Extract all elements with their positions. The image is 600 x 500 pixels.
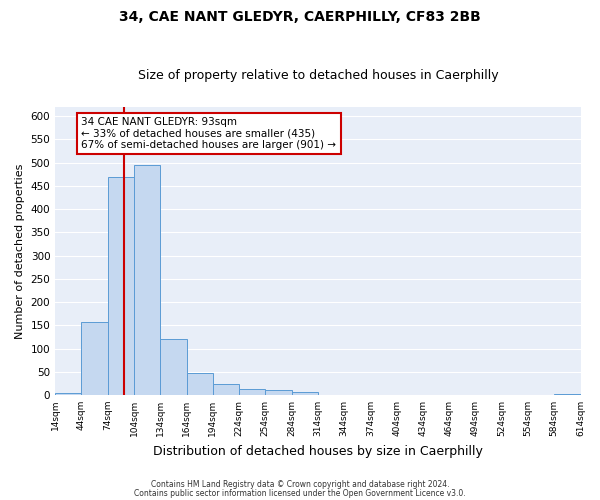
Bar: [134, 165, 160, 395]
Text: Contains HM Land Registry data © Crown copyright and database right 2024.: Contains HM Land Registry data © Crown c…: [151, 480, 449, 489]
Bar: [213, 384, 239, 395]
X-axis label: Distribution of detached houses by size in Caerphilly: Distribution of detached houses by size …: [153, 444, 483, 458]
Bar: [108, 176, 134, 395]
Bar: [160, 340, 187, 395]
Bar: [292, 392, 318, 395]
Bar: [187, 373, 213, 395]
Text: 34, CAE NANT GLEDYR, CAERPHILLY, CF83 2BB: 34, CAE NANT GLEDYR, CAERPHILLY, CF83 2B…: [119, 10, 481, 24]
Y-axis label: Number of detached properties: Number of detached properties: [15, 163, 25, 338]
Bar: [82, 322, 108, 395]
Text: 34 CAE NANT GLEDYR: 93sqm
← 33% of detached houses are smaller (435)
67% of semi: 34 CAE NANT GLEDYR: 93sqm ← 33% of detac…: [82, 117, 337, 150]
Bar: [239, 389, 265, 395]
Title: Size of property relative to detached houses in Caerphilly: Size of property relative to detached ho…: [137, 69, 498, 82]
Text: Contains public sector information licensed under the Open Government Licence v3: Contains public sector information licen…: [134, 489, 466, 498]
Bar: [55, 392, 82, 395]
Bar: [554, 394, 581, 395]
Bar: [265, 390, 292, 395]
